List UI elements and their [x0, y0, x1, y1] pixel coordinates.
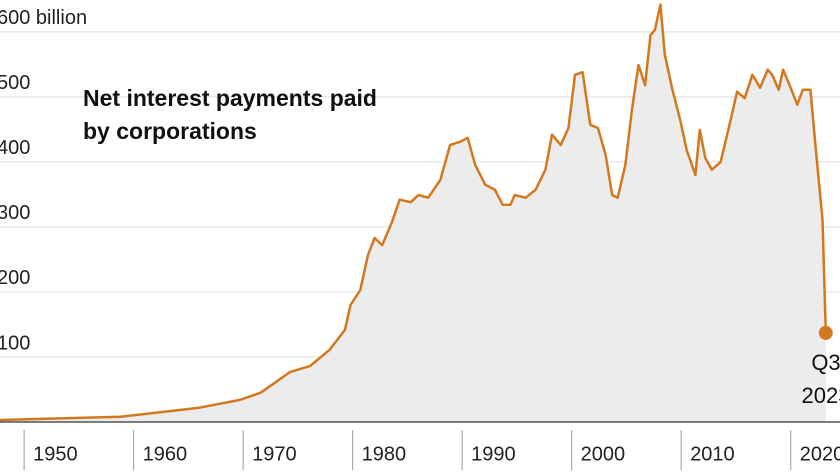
x-tick-label: 2000 — [581, 443, 626, 465]
line — [0, 3, 828, 422]
y-tick-label: 100 — [0, 332, 30, 354]
x-tick-label: 1960 — [143, 443, 188, 465]
y-tick-label: 600 billion — [0, 7, 87, 29]
y-tick-label: 200 — [0, 267, 30, 289]
x-tick-label: 2020 — [800, 443, 840, 465]
y-tick-label: 500 — [0, 72, 30, 94]
x-tick-label: 1980 — [362, 443, 407, 465]
y-tick-label: 300 — [0, 202, 30, 224]
x-tick-label: 1990 — [471, 443, 516, 465]
x-tick-label: 2010 — [690, 443, 735, 465]
y-tick-label: 400 — [0, 137, 30, 159]
x-tick-label: 1970 — [252, 443, 297, 465]
end-annotation: Q3 2023 — [801, 350, 840, 408]
end-point — [818, 325, 833, 340]
chart-title: Net interest payments paid by corporatio… — [83, 85, 377, 144]
area — [0, 4, 826, 422]
x-tick-label: 1950 — [33, 443, 78, 465]
